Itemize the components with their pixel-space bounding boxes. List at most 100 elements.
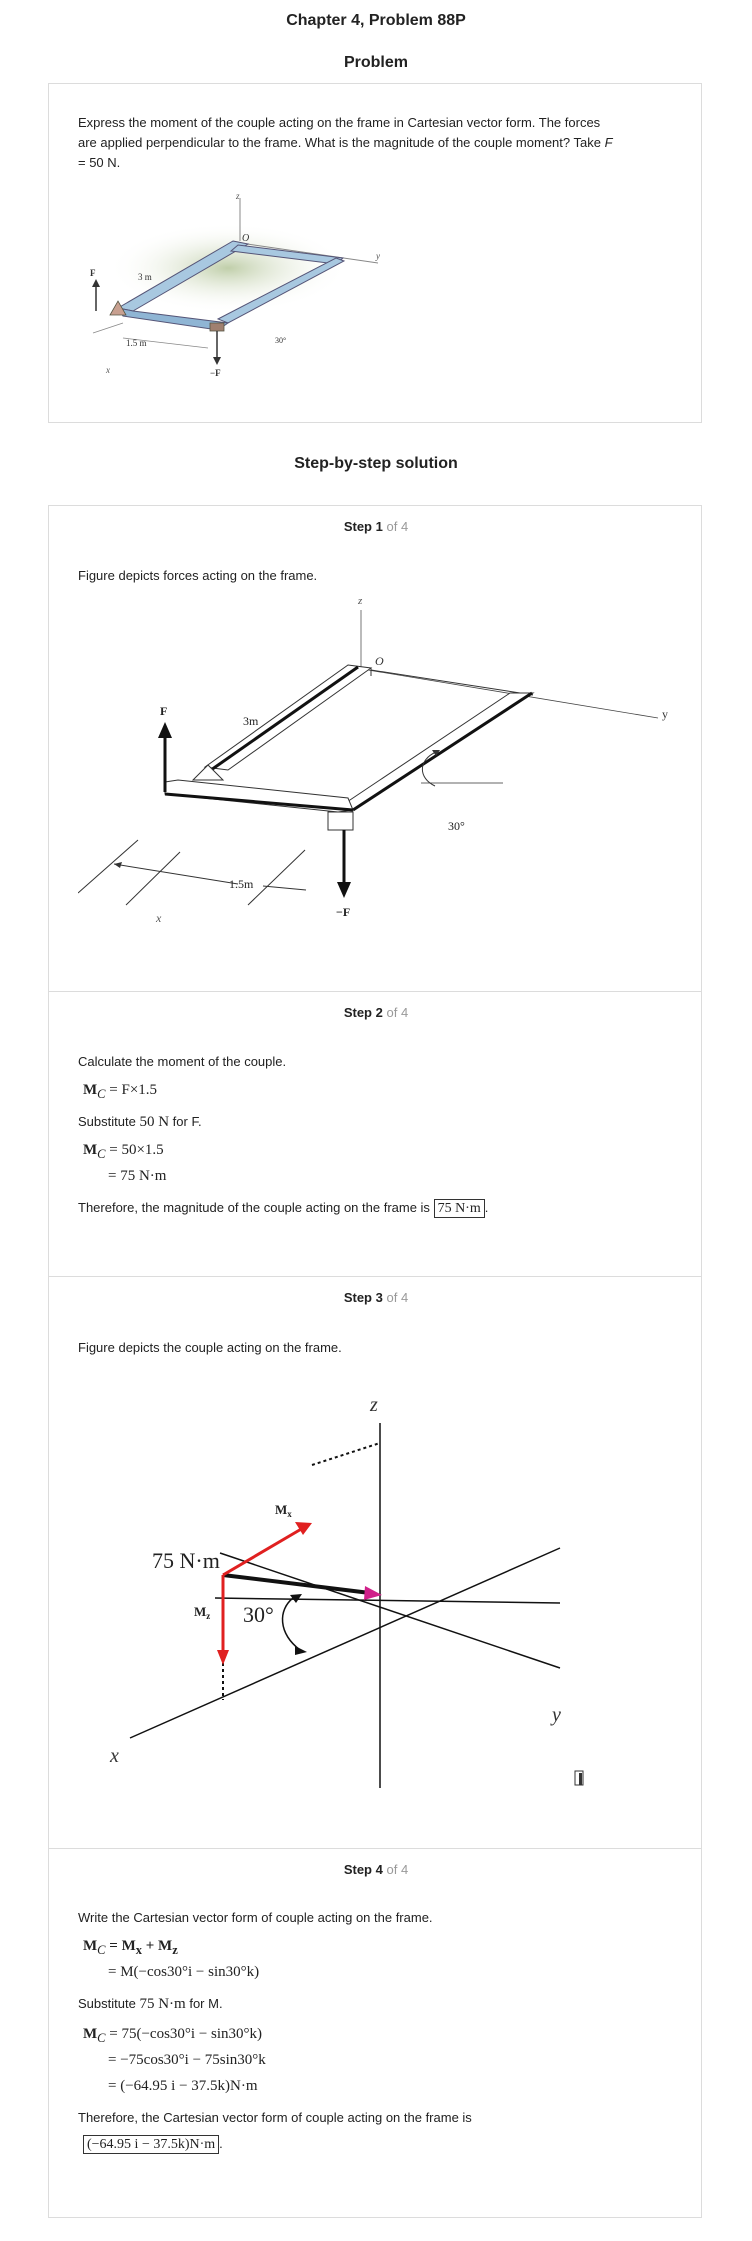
step-3-figure: z y x Mx Mz 75 N·m 30° <box>109 1394 584 1788</box>
step-4-eq4: = −75cos30°i − 75sin30°k <box>108 2052 266 2068</box>
s1-len3: 3m <box>243 714 259 728</box>
solution-heading: Step-by-step solution <box>294 455 458 472</box>
s1-F: F <box>160 704 167 718</box>
step-4-intro: Write the Cartesian vector form of coupl… <box>78 1910 433 1925</box>
step-4-eq5: = (−64.95 i − 37.5k)N·m <box>108 2078 258 2094</box>
s3-moment-label: 75 N·m <box>152 1548 220 1573</box>
step-3-label: Step <box>343 1290 372 1305</box>
s1-len15: 1.5m <box>229 877 254 891</box>
s3-Mz-head <box>217 1650 229 1665</box>
s3-angle-arc <box>281 1597 301 1651</box>
fig0-y: y <box>375 251 380 261</box>
step-2-subst-pre: Substitute <box>78 1114 136 1129</box>
s3-axis-extra <box>214 1597 561 1604</box>
s1-support-right <box>327 811 354 831</box>
step-4-eq3-rhs: = 75(−cos30°i − sin30°k) <box>109 2026 263 2042</box>
problem-text-line3: = 50 N. <box>78 155 121 170</box>
step-2-header: Step 2 of 4 <box>0 1005 752 1020</box>
s1-angle-head <box>432 750 440 756</box>
step-4-subst-val: 75 N·m <box>139 1996 186 2012</box>
step-divider-2 <box>48 1276 702 1277</box>
s1-dim-b <box>125 851 181 906</box>
step-4-header: Step 4 of 4 <box>0 1862 752 1877</box>
step-divider-1 <box>48 991 702 992</box>
s3-y-axis <box>219 1552 561 1669</box>
step-2-eq1-sub: C <box>97 1087 106 1101</box>
s1-force-negF-head <box>337 882 351 898</box>
step-1-num: 1 <box>375 519 383 534</box>
step-4-conclusion: Therefore, the Cartesian vector form of … <box>78 2110 472 2125</box>
step-4-eq3: MC = 75(−cos30°i − sin30°k) <box>83 2026 263 2045</box>
s1-angle: 30° <box>448 819 465 833</box>
s1-angle-arc <box>421 751 437 787</box>
step-3-num: 3 <box>375 1290 383 1305</box>
page-title: Chapter 4, Problem 88P <box>286 12 466 29</box>
s3-x-axis <box>129 1547 561 1739</box>
fig0-len3: 3 m <box>138 272 152 282</box>
s1-front-edge <box>164 792 354 812</box>
fig0-O: O <box>242 233 249 244</box>
step-2-eq1-rhs: = F×1.5 <box>109 1082 158 1098</box>
step-4-num: 4 <box>375 1862 383 1877</box>
step-4-answer-row: (−64.95 i − 37.5k)N·m. <box>83 2134 223 2155</box>
s3-angle-head-bottom <box>295 1646 307 1655</box>
s1-left-bar-edge <box>210 665 359 772</box>
s1-dim-arrow <box>114 862 122 868</box>
s1-x: x <box>155 911 162 925</box>
s3-z: z <box>369 1394 378 1416</box>
problem-text-var: F <box>604 135 613 150</box>
step-4-eq1-a: = M <box>109 1938 136 1954</box>
step-4-eq1: MC = Mx + Mz <box>83 1938 178 1957</box>
s3-y: y <box>550 1704 561 1726</box>
s1-top-bar <box>370 669 534 696</box>
step-2-label: Step <box>343 1005 372 1020</box>
fig0-F: F <box>90 268 96 278</box>
s1-z: z <box>357 595 363 607</box>
s3-marker-fill <box>579 1773 582 1785</box>
step-1-figure: z O y F −F 3m 1.5m x 30° <box>78 595 668 925</box>
step-3-text: Figure depicts the couple acting on the … <box>78 1340 342 1355</box>
force-F-head <box>92 279 100 287</box>
step-2-subst-post: for F. <box>172 1114 202 1129</box>
s1-dim-line <box>113 863 239 885</box>
step-2-eq2-sub: C <box>97 1147 106 1161</box>
step-4-label: Step <box>343 1862 372 1877</box>
step-1-label: Step <box>343 519 372 534</box>
step-divider-3 <box>48 1848 702 1849</box>
step-4-eq1-b: + M <box>145 1938 173 1954</box>
s3-dotted-top <box>311 1442 381 1466</box>
fig0-z: z <box>235 191 240 201</box>
fig0-x: x <box>105 365 110 375</box>
dim-line <box>92 322 124 334</box>
step-2-subst-val: 50 N <box>139 1114 170 1130</box>
force-negF-head <box>213 357 221 365</box>
s3-Mx-head <box>295 1522 312 1535</box>
s1-right-bar-edge <box>352 691 533 812</box>
step-2-eq2-rhs: = 50×1.5 <box>109 1142 164 1158</box>
s1-dim-a <box>78 839 139 894</box>
step-2-num: 2 <box>375 1005 383 1020</box>
step-4-subst-post: for M. <box>189 1996 223 2011</box>
s3-angle: 30° <box>243 1602 274 1627</box>
s1-dim-line-2 <box>262 885 307 891</box>
step-2-eq1-lhs: M <box>83 1082 98 1098</box>
s3-x: x <box>109 1745 119 1767</box>
solution-card <box>48 505 702 2218</box>
s3-angle-head-top <box>290 1594 302 1603</box>
step-3-of: of 4 <box>386 1290 409 1305</box>
fig0-angle: 30° <box>275 336 286 345</box>
problem-text-line1: Express the moment of the couple acting … <box>78 115 601 130</box>
step-2-intro: Calculate the moment of the couple. <box>78 1054 287 1069</box>
step-4-eq2: = M(−cos30°i − sin30°k) <box>108 1964 260 1980</box>
s1-dim-c <box>247 849 306 906</box>
fig0-negF: −F <box>210 368 221 378</box>
step-1-text: Figure depicts forces acting on the fram… <box>78 568 318 583</box>
step-4-of: of 4 <box>386 1862 409 1877</box>
problem-heading: Problem <box>343 54 408 71</box>
step-2-eq2: MC = 50×1.5 <box>83 1140 164 1164</box>
fig0-len15: 1.5 m <box>126 338 147 348</box>
step-2-answer: 75 N·m <box>433 1199 485 1218</box>
s3-Mx-vector <box>222 1526 304 1577</box>
step-4-subst: Substitute 75 N·m for M. <box>78 1994 223 2014</box>
s1-force-F-head <box>158 722 172 738</box>
